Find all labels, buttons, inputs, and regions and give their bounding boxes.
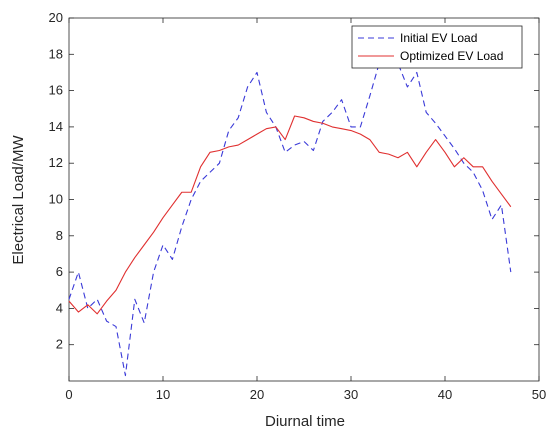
x-axis-label: Diurnal time bbox=[265, 413, 345, 430]
y-tick-label: 10 bbox=[49, 192, 63, 207]
plot-area bbox=[68, 17, 540, 382]
y-tick-label: 2 bbox=[56, 337, 63, 352]
legend-box bbox=[351, 25, 523, 69]
series-line-1 bbox=[68, 50, 512, 377]
y-tick-label: 4 bbox=[56, 300, 63, 315]
legend-label-1: Initial EV Load bbox=[400, 31, 477, 45]
x-tick-label: 40 bbox=[438, 387, 452, 402]
y-axis-ticks: 2 4 6 8 10 12 14 16 18 20 bbox=[49, 10, 539, 352]
x-tick-label: 30 bbox=[344, 387, 358, 402]
x-tick-label: 0 bbox=[65, 387, 72, 402]
series-line-2 bbox=[68, 115, 512, 315]
x-axis-ticks: 0 10 20 30 40 50 bbox=[65, 18, 546, 402]
y-tick-label: 8 bbox=[56, 228, 63, 243]
y-tick-label: 6 bbox=[56, 264, 63, 279]
x-tick-label: 50 bbox=[532, 387, 546, 402]
y-axis-label: Electrical Load/MW bbox=[10, 135, 27, 265]
y-tick-label: 20 bbox=[49, 10, 63, 25]
legend: Initial EV Load Optimized EV Load bbox=[351, 25, 523, 69]
y-tick-label: 14 bbox=[49, 119, 63, 134]
legend-label-2: Optimized EV Load bbox=[400, 49, 503, 63]
y-tick-label: 18 bbox=[49, 46, 63, 61]
x-tick-label: 20 bbox=[250, 387, 264, 402]
y-tick-label: 12 bbox=[49, 155, 63, 170]
plot-frame bbox=[68, 17, 540, 382]
x-tick-label: 10 bbox=[156, 387, 170, 402]
y-tick-label: 16 bbox=[49, 83, 63, 98]
